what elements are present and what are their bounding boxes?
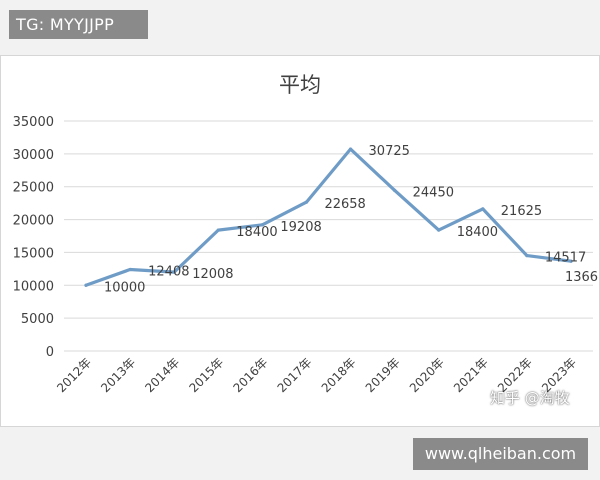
data-label: 10000	[104, 280, 145, 295]
line-chart: 平均 0 5000 10000 15000 20000 25000 30000 35000 2…	[13, 73, 599, 395]
chart-title: 平均	[279, 73, 321, 97]
x-tick-label: 2012年	[54, 355, 94, 395]
data-point	[216, 228, 220, 232]
data-label: 19208	[280, 220, 321, 235]
y-tick-label: 30000	[13, 148, 54, 163]
data-point	[437, 228, 441, 232]
watermark-zhihu: 知乎 @淘牧	[490, 389, 570, 407]
data-label: 13667	[565, 270, 599, 285]
chart-card: 平均 0 5000 10000 15000 20000 25000 30000 35000 2…	[0, 55, 600, 427]
y-tick-label: 10000	[13, 279, 54, 294]
data-label: 12008	[192, 267, 233, 282]
y-tick-label: 0	[46, 345, 54, 360]
data-label: 21625	[501, 204, 542, 219]
y-axis: 0 5000 10000 15000 20000 25000 30000 35000	[13, 115, 54, 360]
x-tick-label: 2018年	[319, 355, 359, 395]
data-point	[525, 254, 529, 258]
x-tick-label: 2017年	[275, 355, 315, 395]
data-point	[172, 270, 176, 274]
data-label: 18400	[457, 225, 498, 240]
series-line-0	[84, 147, 573, 287]
grid-layer	[64, 120, 593, 352]
data-label: 12408	[148, 264, 189, 279]
x-tick-label: 2016年	[231, 355, 271, 395]
x-tick-label: 2013年	[98, 355, 138, 395]
data-point	[393, 188, 397, 192]
x-tick-label: 2021年	[451, 355, 491, 395]
data-label: 18400	[236, 225, 277, 240]
y-tick-label: 15000	[13, 246, 54, 261]
y-tick-label: 5000	[21, 312, 54, 327]
data-label: 30725	[369, 144, 410, 159]
data-point	[304, 200, 309, 204]
data-point	[260, 223, 264, 227]
x-tick-label: 2014年	[142, 355, 182, 395]
watermark-site: www.qlheiban.com	[413, 438, 588, 470]
data-point	[128, 267, 132, 272]
data-point	[569, 259, 573, 263]
x-tick-label: 2020年	[407, 355, 447, 395]
data-point	[481, 207, 485, 211]
y-tick-label: 25000	[13, 181, 54, 196]
data-point	[84, 283, 88, 287]
x-tick-label: 2019年	[363, 355, 403, 395]
x-tick-label: 2015年	[186, 355, 226, 395]
data-point	[348, 147, 353, 151]
data-label: 14517	[545, 251, 586, 266]
data-label: 22658	[324, 197, 365, 212]
data-label: 24450	[413, 185, 454, 200]
series-layer	[84, 147, 573, 287]
y-tick-label: 20000	[13, 214, 54, 229]
y-tick-label: 35000	[13, 115, 54, 130]
watermark-tg: TG: MYYJJPP	[9, 10, 148, 39]
